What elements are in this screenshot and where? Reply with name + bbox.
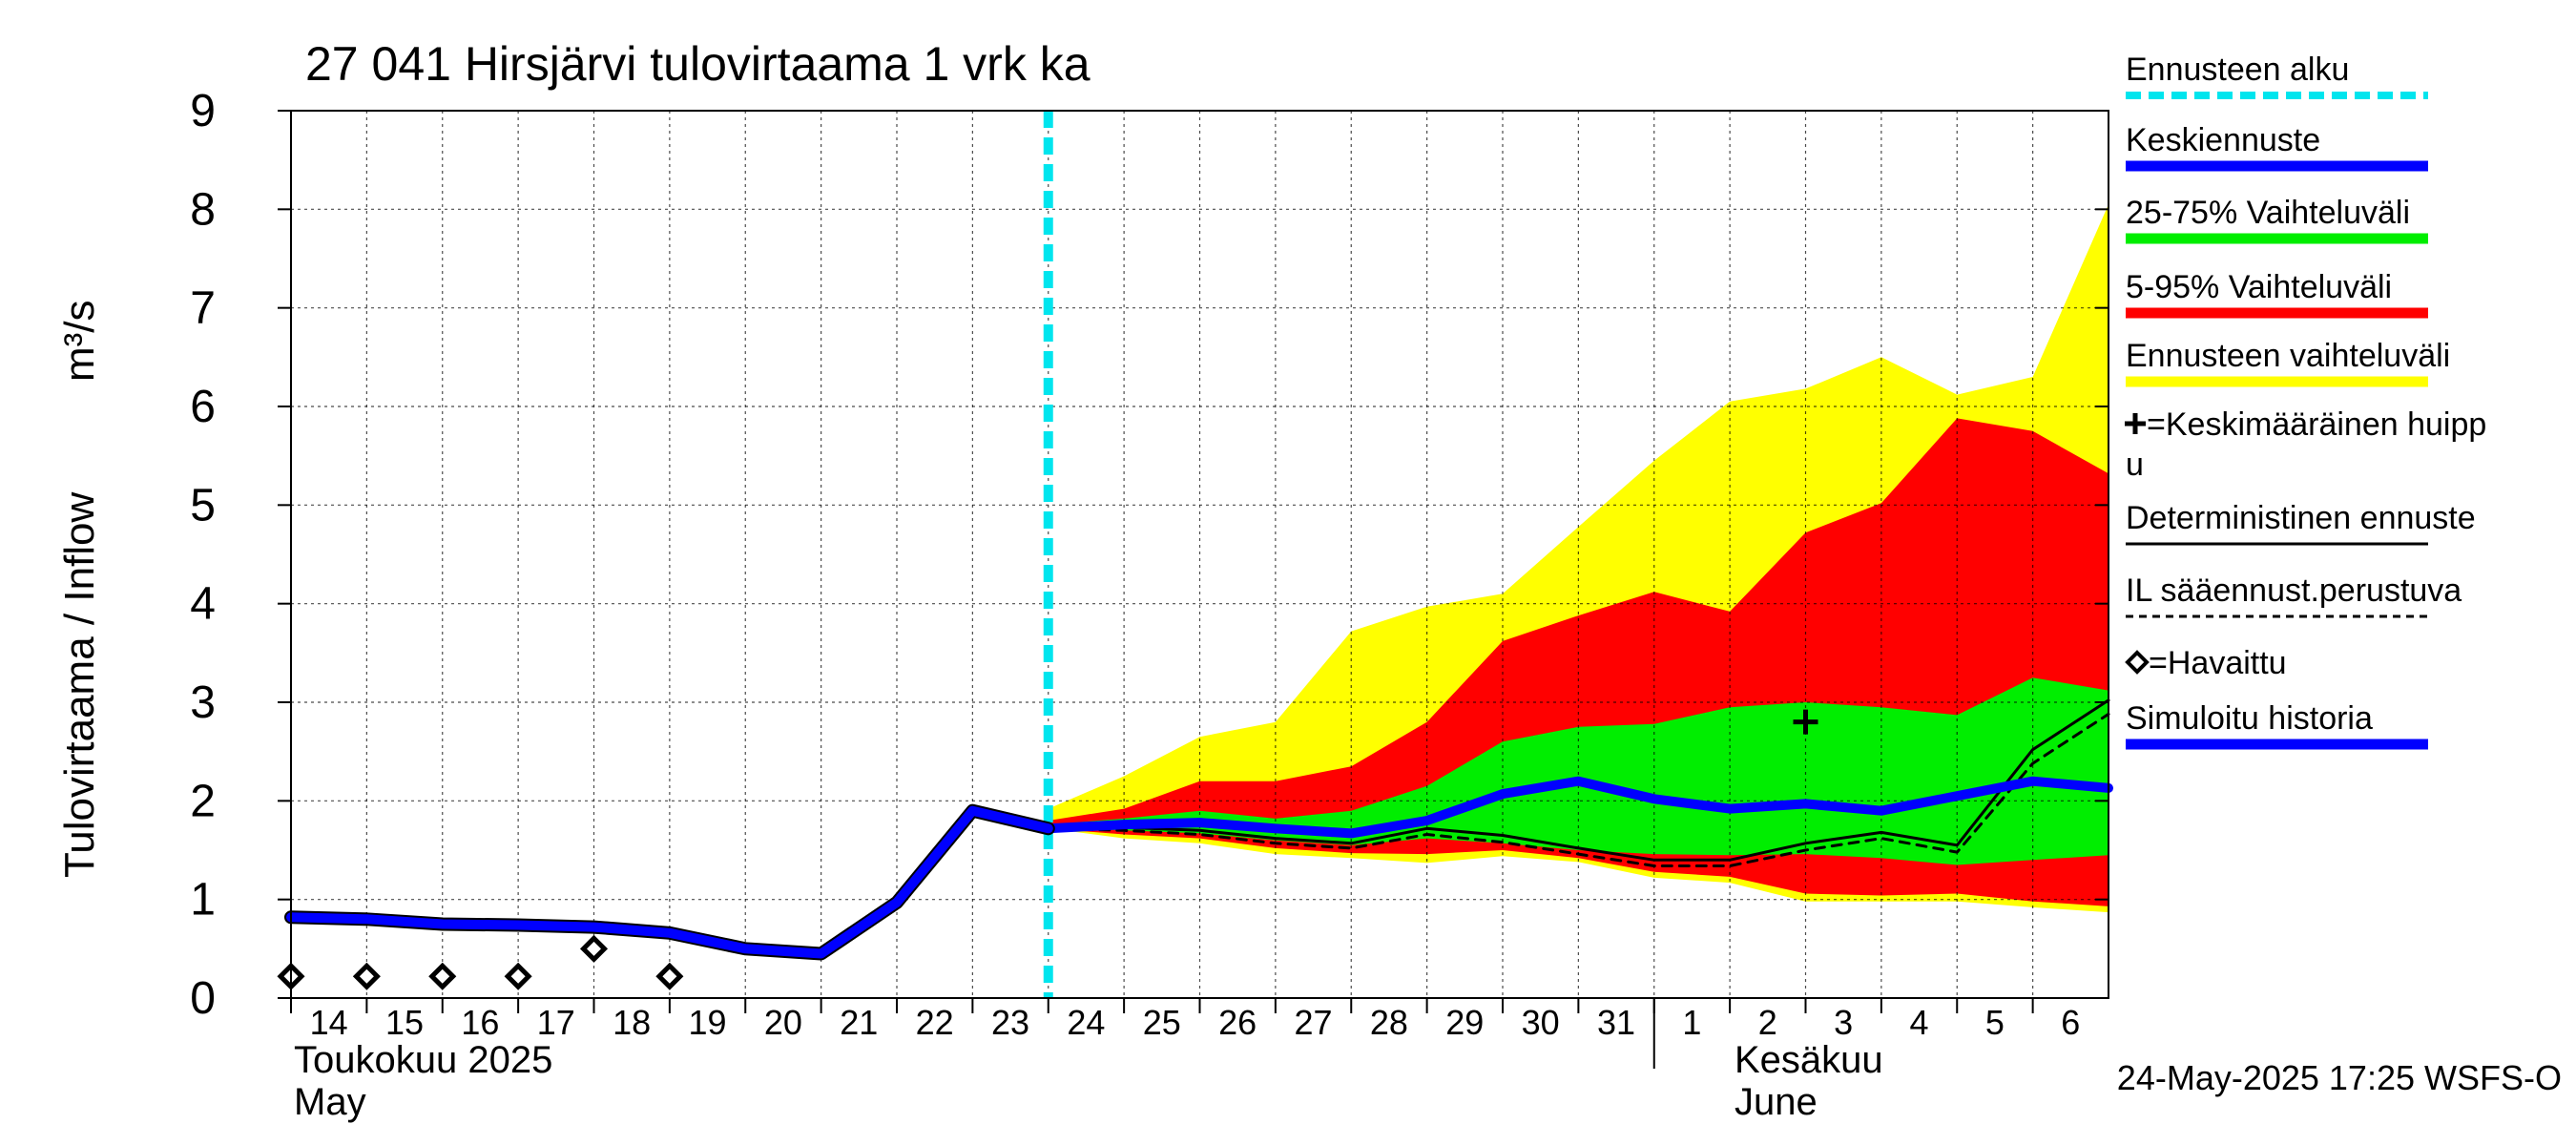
x-tick-label: 5 bbox=[1985, 1003, 2005, 1042]
x-tick-label: 30 bbox=[1522, 1003, 1560, 1042]
legend-marker bbox=[2125, 650, 2150, 675]
median-forecast-line bbox=[1043, 776, 2113, 839]
legend-label: 5-95% Vaihteluväli bbox=[2126, 269, 2392, 305]
x-tick-label: 15 bbox=[385, 1003, 424, 1042]
observed-marker bbox=[504, 962, 532, 990]
legend: Ennusteen alku Keskiennuste 25-75% Vaihtel… bbox=[2125, 52, 2486, 750]
legend-label: Keskiennuste bbox=[2126, 122, 2320, 158]
x-tick-labels: 14 15 16 17 18 19 20 21 22 23 24 25 26 27 28 29 30 31 1 2 3 4… bbox=[310, 1003, 2081, 1042]
month-label: Kesäkuu bbox=[1735, 1039, 1883, 1081]
legend-label: =Havaittu bbox=[2149, 645, 2287, 681]
band-25-75 bbox=[1048, 677, 2109, 865]
y-tick-label: 8 bbox=[190, 184, 216, 235]
y-axis-label: Tulovirtaama / Inflow bbox=[56, 491, 103, 878]
grid-lines bbox=[291, 111, 2109, 998]
x-tick-label: 24 bbox=[1067, 1003, 1105, 1042]
axes bbox=[278, 110, 2109, 1069]
legend-label: =Keskimääräinen huipp bbox=[2147, 406, 2486, 443]
simulated-history-line bbox=[286, 805, 1053, 959]
y-tick-label: 6 bbox=[190, 382, 216, 432]
month-label-english: May bbox=[294, 1081, 366, 1123]
chart-title: 27 041 Hirsjärvi tulovirtaama 1 vrk ka bbox=[305, 37, 1091, 91]
deterministic-forecast-line bbox=[1047, 698, 2110, 862]
x-tick-label: 21 bbox=[840, 1003, 878, 1042]
legend-label: Ennusteen vaihteluväli bbox=[2126, 338, 2450, 374]
y-tick-label: 2 bbox=[190, 776, 216, 826]
y-tick-label: 9 bbox=[190, 86, 216, 136]
x-tick-label: 2 bbox=[1758, 1003, 1777, 1042]
y-tick-label: 7 bbox=[190, 283, 216, 334]
x-tick-label: 16 bbox=[461, 1003, 499, 1042]
x-tick-label: 20 bbox=[764, 1003, 802, 1042]
series-lines bbox=[284, 111, 2113, 998]
legend-label: 25-75% Vaihteluväli bbox=[2126, 195, 2410, 231]
timestamp: 24-May-2025 17:25 WSFS-O bbox=[2117, 1058, 2562, 1097]
legend-label: Ennusteen alku bbox=[2126, 52, 2349, 88]
observed-marker bbox=[428, 962, 457, 990]
month-label: Toukokuu 2025 bbox=[294, 1039, 552, 1081]
y-tick-label: 1 bbox=[190, 875, 216, 926]
legend-label: Deterministinen ennuste bbox=[2126, 500, 2476, 536]
observed-marker bbox=[655, 962, 684, 990]
month-label-english: June bbox=[1735, 1081, 1818, 1123]
x-tick-label: 19 bbox=[689, 1003, 727, 1042]
x-tick-label: 28 bbox=[1370, 1003, 1408, 1042]
y-tick-label: 0 bbox=[190, 973, 216, 1024]
x-tick-label: 4 bbox=[1910, 1003, 1929, 1042]
x-tick-label: 14 bbox=[310, 1003, 348, 1042]
x-tick-label: 3 bbox=[1834, 1003, 1853, 1042]
legend-label: u bbox=[2126, 447, 2144, 483]
x-tick-label: 29 bbox=[1445, 1003, 1484, 1042]
x-tick-label: 26 bbox=[1218, 1003, 1257, 1042]
x-tick-label: 18 bbox=[613, 1003, 651, 1042]
mean-peak-marker bbox=[1793, 709, 1818, 735]
x-tick-label: 25 bbox=[1143, 1003, 1181, 1042]
observed-marker bbox=[352, 962, 381, 990]
legend-label: Simuloitu historia bbox=[2126, 700, 2373, 737]
y-tick-label: 5 bbox=[190, 480, 216, 531]
x-tick-label: 27 bbox=[1295, 1003, 1333, 1042]
legend-label: IL sääennust.perustuva bbox=[2126, 572, 2462, 609]
il-weather-forecast-line bbox=[1047, 712, 2110, 867]
observed-marker bbox=[579, 934, 609, 963]
x-tick-label: 17 bbox=[537, 1003, 575, 1042]
y-tick-labels: 0 1 2 3 4 5 6 7 8 9 bbox=[190, 86, 216, 1024]
legend-marker bbox=[2125, 413, 2146, 434]
x-tick-label: 22 bbox=[916, 1003, 954, 1042]
x-tick-label: 31 bbox=[1597, 1003, 1635, 1042]
x-tick-label: 6 bbox=[2061, 1003, 2080, 1042]
y-tick-label: 4 bbox=[190, 579, 216, 630]
y-tick-label: 3 bbox=[190, 677, 216, 728]
x-tick-label: 1 bbox=[1682, 1003, 1701, 1042]
y-axis-unit: m³/s bbox=[56, 300, 103, 382]
x-tick-label: 23 bbox=[991, 1003, 1029, 1042]
